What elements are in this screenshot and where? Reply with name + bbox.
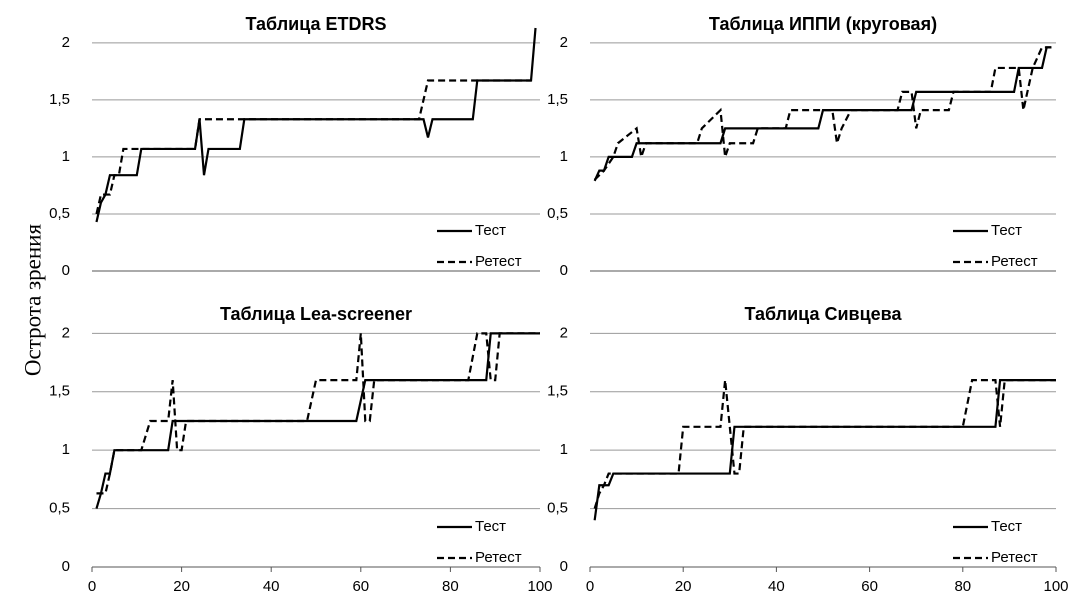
x-tick-label: 60 <box>861 578 878 595</box>
legend-label: Ретест <box>475 549 522 566</box>
x-tick-label: 0 <box>88 578 96 595</box>
y-tick-label: 1,5 <box>49 91 70 108</box>
y-tick-label: 0,5 <box>547 500 568 517</box>
data-line <box>95 79 532 215</box>
y-tick-label: 0 <box>560 558 568 575</box>
legend-label: Тест <box>991 518 1022 535</box>
x-tick-label: 100 <box>527 578 552 595</box>
legend-label: Ретест <box>475 253 522 270</box>
data-line <box>593 378 1056 509</box>
y-tick-label: 2 <box>62 34 70 51</box>
y-tick-label: 0 <box>560 262 568 279</box>
y-tick-label: 1,5 <box>49 383 70 400</box>
y-tick-label: 1 <box>62 148 70 165</box>
x-tick-label: 40 <box>263 578 280 595</box>
data-line <box>95 27 537 223</box>
y-tick-label: 0 <box>62 262 70 279</box>
y-tick-label: 1,5 <box>547 383 568 400</box>
chart-title: Таблица ИППИ (круговая) <box>709 14 937 34</box>
data-line <box>95 332 540 509</box>
y-tick-label: 1 <box>62 441 70 458</box>
x-tick-label: 20 <box>173 578 190 595</box>
chart-title: Таблица Сивцева <box>744 304 902 324</box>
data-line <box>593 378 1056 521</box>
x-tick-label: 100 <box>1043 578 1068 595</box>
y-tick-label: 1,5 <box>547 91 568 108</box>
chart-title: Таблица Lea-screener <box>220 304 412 324</box>
data-line <box>96 332 540 495</box>
y-tick-label: 1 <box>560 148 568 165</box>
x-tick-label: 80 <box>954 578 971 595</box>
legend-label: Ретест <box>991 253 1038 270</box>
legend-label: Тест <box>475 518 506 535</box>
x-tick-label: 80 <box>442 578 459 595</box>
y-tick-label: 0 <box>62 558 70 575</box>
x-tick-label: 20 <box>675 578 692 595</box>
y-tick-label: 0,5 <box>547 205 568 222</box>
y-tick-label: 0,5 <box>49 500 70 517</box>
legend-label: Тест <box>991 222 1022 239</box>
y-axis-label: Острота зрения <box>20 224 45 377</box>
y-tick-label: 2 <box>560 34 568 51</box>
chart-title: Таблица ETDRS <box>245 14 386 34</box>
y-tick-label: 2 <box>62 324 70 341</box>
y-tick-label: 0,5 <box>49 205 70 222</box>
data-line <box>593 46 1052 182</box>
legend-label: Ретест <box>991 549 1038 566</box>
x-tick-label: 0 <box>586 578 594 595</box>
x-tick-label: 40 <box>768 578 785 595</box>
y-tick-label: 2 <box>560 324 568 341</box>
x-tick-label: 60 <box>352 578 369 595</box>
data-line <box>593 46 1052 181</box>
y-tick-label: 1 <box>560 441 568 458</box>
legend-label: Тест <box>475 222 506 239</box>
